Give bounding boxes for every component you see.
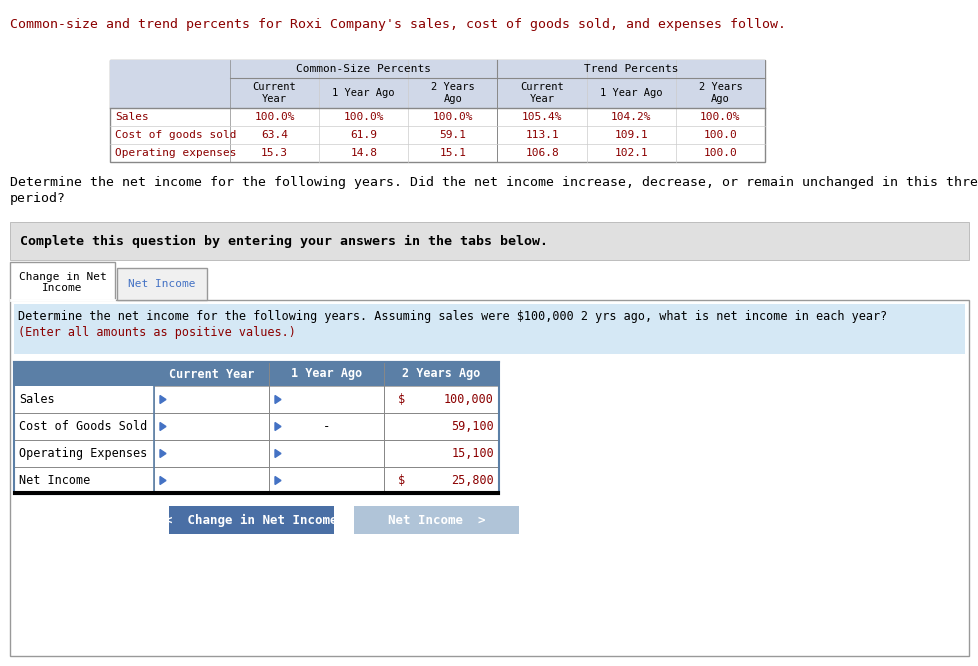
Polygon shape: [275, 450, 281, 458]
Text: period?: period?: [10, 192, 66, 205]
Text: 100.0%: 100.0%: [343, 112, 383, 122]
Text: 100.0%: 100.0%: [699, 112, 740, 122]
Text: 61.9: 61.9: [350, 130, 377, 140]
Text: 25,800: 25,800: [451, 474, 494, 487]
Bar: [14, 386, 499, 413]
Text: 15.3: 15.3: [261, 148, 288, 158]
Bar: [110, 60, 764, 162]
Text: Net Income  >: Net Income >: [387, 513, 485, 527]
Text: 1 Year Ago: 1 Year Ago: [600, 88, 662, 98]
Bar: [383, 386, 499, 413]
Text: Current
Year: Current Year: [519, 82, 563, 104]
Polygon shape: [159, 450, 166, 458]
Bar: [154, 386, 269, 413]
Text: 2 Years Ago: 2 Years Ago: [402, 368, 480, 380]
Polygon shape: [275, 422, 281, 430]
Bar: [269, 467, 383, 494]
Text: 113.1: 113.1: [524, 130, 558, 140]
Bar: [383, 413, 499, 440]
Bar: [269, 413, 383, 440]
Bar: [269, 440, 383, 467]
Bar: [154, 467, 269, 494]
Text: 100.0%: 100.0%: [254, 112, 294, 122]
Text: 106.8: 106.8: [524, 148, 558, 158]
Text: 1 Year Ago: 1 Year Ago: [290, 368, 362, 380]
Bar: [10, 300, 968, 656]
Text: Operating Expenses: Operating Expenses: [19, 447, 147, 460]
Text: 59.1: 59.1: [439, 130, 466, 140]
Polygon shape: [275, 396, 281, 404]
Text: 102.1: 102.1: [614, 148, 647, 158]
Text: 100.0%: 100.0%: [432, 112, 472, 122]
Bar: [10, 262, 114, 300]
Bar: [354, 506, 518, 534]
Text: 59,100: 59,100: [451, 420, 494, 433]
Text: Common-Size Percents: Common-Size Percents: [296, 64, 431, 74]
Text: Sales: Sales: [114, 112, 149, 122]
Text: 100.0: 100.0: [703, 130, 736, 140]
Text: Complete this question by entering your answers in the tabs below.: Complete this question by entering your …: [20, 234, 548, 248]
Text: 15.1: 15.1: [439, 148, 466, 158]
Text: Change in Net: Change in Net: [19, 272, 107, 282]
Bar: [14, 467, 499, 494]
Text: 105.4%: 105.4%: [521, 112, 561, 122]
Bar: [10, 222, 968, 260]
Text: Net Income: Net Income: [128, 279, 196, 289]
Bar: [14, 304, 964, 354]
Text: -: -: [323, 420, 330, 433]
Text: Common-size and trend percents for Roxi Company's sales, cost of goods sold, and: Common-size and trend percents for Roxi …: [10, 18, 785, 31]
Text: 2 Years
Ago: 2 Years Ago: [430, 82, 474, 104]
Text: Trend Percents: Trend Percents: [584, 64, 678, 74]
Text: 109.1: 109.1: [614, 130, 647, 140]
Bar: [383, 440, 499, 467]
Text: 63.4: 63.4: [261, 130, 288, 140]
Bar: [154, 413, 269, 440]
Text: $: $: [398, 474, 405, 487]
Text: 1 Year Ago: 1 Year Ago: [333, 88, 394, 98]
Text: <  Change in Net Income: < Change in Net Income: [165, 513, 337, 527]
Bar: [169, 506, 333, 534]
Text: 100,000: 100,000: [444, 393, 494, 406]
Text: (Enter all amounts as positive values.): (Enter all amounts as positive values.): [18, 326, 295, 339]
Text: Operating expenses: Operating expenses: [114, 148, 237, 158]
Text: $: $: [398, 393, 405, 406]
Text: Cost of Goods Sold: Cost of Goods Sold: [19, 420, 147, 433]
Polygon shape: [159, 422, 166, 430]
Bar: [110, 60, 764, 108]
Polygon shape: [159, 396, 166, 404]
Text: Determine the net income for the following years. Assuming sales were $100,000 2: Determine the net income for the followi…: [18, 310, 886, 323]
Bar: [117, 268, 206, 300]
Text: Sales: Sales: [19, 393, 55, 406]
Polygon shape: [159, 476, 166, 484]
Bar: [383, 467, 499, 494]
Text: Current
Year: Current Year: [252, 82, 296, 104]
Bar: [14, 362, 499, 386]
Bar: [14, 362, 499, 494]
Bar: [14, 413, 499, 440]
Polygon shape: [275, 476, 281, 484]
Text: Current Year: Current Year: [168, 368, 254, 380]
Text: Determine the net income for the following years. Did the net income increase, d: Determine the net income for the followi…: [10, 176, 978, 189]
Text: 104.2%: 104.2%: [610, 112, 650, 122]
Text: 2 Years
Ago: 2 Years Ago: [698, 82, 741, 104]
Bar: [154, 440, 269, 467]
Text: Income: Income: [42, 283, 83, 293]
Text: 15,100: 15,100: [451, 447, 494, 460]
Bar: [14, 440, 499, 467]
Text: Net Income: Net Income: [19, 474, 90, 487]
Text: 100.0: 100.0: [703, 148, 736, 158]
Bar: [269, 386, 383, 413]
Text: Cost of goods sold: Cost of goods sold: [114, 130, 237, 140]
Text: 14.8: 14.8: [350, 148, 377, 158]
